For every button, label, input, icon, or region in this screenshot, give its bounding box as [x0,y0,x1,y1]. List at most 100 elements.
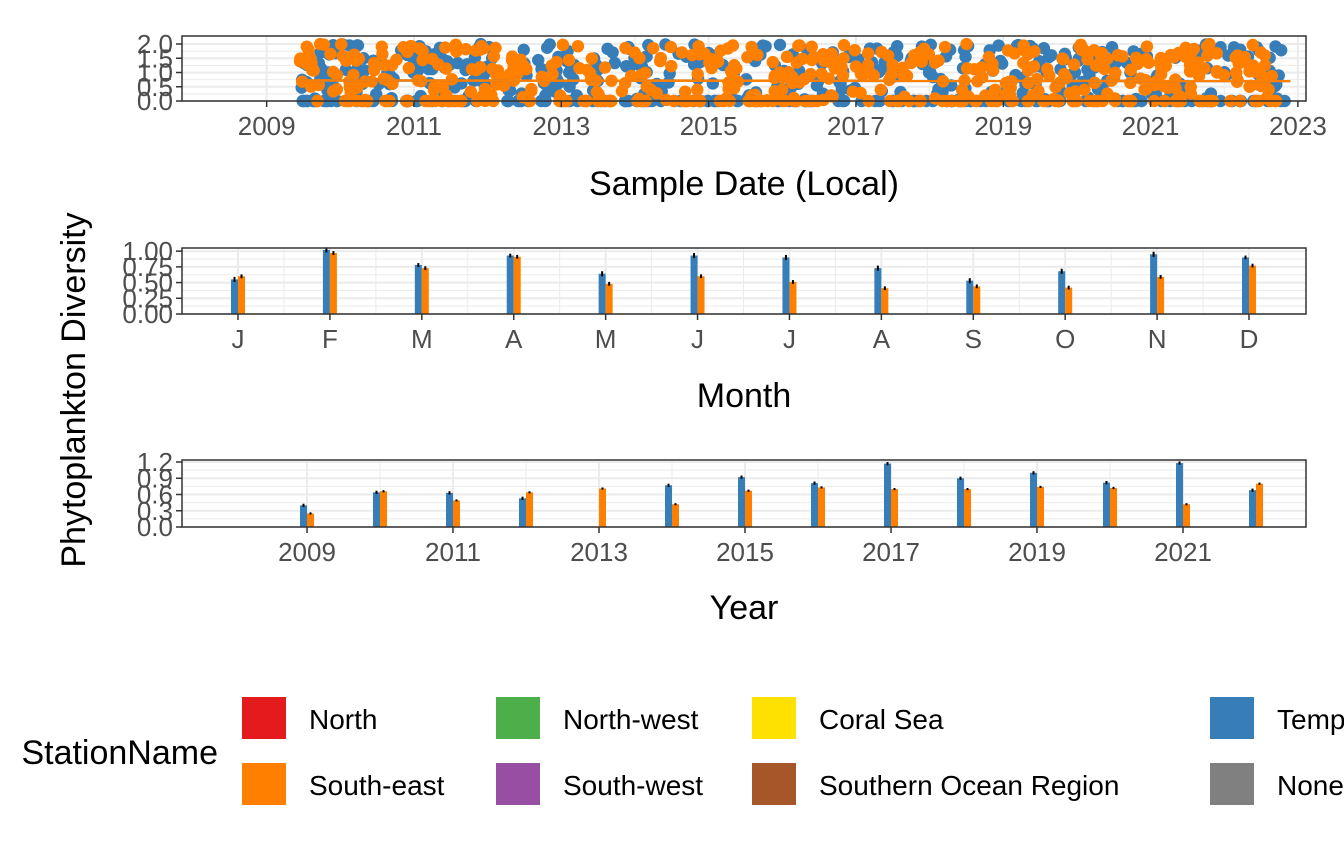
sample-point [854,86,867,100]
sample-point [730,62,743,75]
sample-point [1027,60,1041,73]
legend-key [496,763,540,805]
year-bar [1030,472,1037,527]
sample-point [780,50,794,64]
year-bar [884,463,891,527]
year-bar [599,488,606,527]
y-tick-label: 0.5 [137,72,173,102]
year-bar [446,492,453,527]
sample-point [805,40,818,53]
sample-point [775,83,789,97]
month-bar [329,253,337,314]
legend-key [496,697,540,739]
year-bar [307,513,314,527]
sample-point [1124,76,1137,90]
sample-point [390,53,403,66]
month-bar [881,288,889,314]
x-tick-label: 2009 [278,537,336,567]
sample-point [1203,37,1216,51]
sample-point [506,50,519,63]
diversity-by-year-panel: 0.00.30.60.91.2 2009 2011 2013 2015 2017 2019 2… [137,447,1307,627]
sample-point [469,44,483,57]
x-tick-label: 2023 [1269,111,1327,141]
sample-point [1210,47,1223,60]
x-tick-label: A [873,324,891,354]
sample-point [1057,53,1070,66]
y-axis-title: Phytoplankton Diversity [55,212,93,567]
legend-label: None [1277,770,1344,801]
month-bar [322,249,330,314]
sample-point [678,85,692,98]
year-bar [380,491,387,527]
sample-point [1101,87,1114,100]
year-frame [181,459,1307,528]
date-frame [181,35,1307,102]
sample-point [705,61,718,75]
sample-point [449,38,462,52]
sample-point [741,50,754,64]
year-bar [373,492,380,527]
sample-point [900,69,914,83]
month-bar [789,281,797,314]
sample-point [891,40,904,53]
sample-point [745,40,758,54]
sample-point [619,41,632,55]
trend-line [299,79,1291,83]
sample-point [653,54,667,68]
sample-point [721,42,735,55]
month-bar [421,268,429,314]
y-tick-label: 0.50 [122,268,173,298]
sample-point [968,62,981,76]
sample-point [1088,76,1101,90]
sample-point [317,38,331,51]
sample-point [687,58,701,71]
y-tick-label: 0.25 [122,283,173,313]
y-tick-label: 2.0 [137,29,173,59]
x-tick-label: M [411,324,433,354]
sample-point [988,83,1002,96]
month-bar [605,283,613,314]
x-tick-label: 2019 [1008,537,1066,567]
year-bar [957,478,964,527]
sample-point [960,37,973,51]
month-bar [697,276,705,314]
x-tick-label: 2015 [680,111,738,141]
legend-label: Coral Sea [819,704,944,735]
legend-key [752,697,796,739]
sample-point [807,50,821,64]
sample-point [1129,51,1143,64]
x-axis-title: Month [697,377,792,415]
x-tick-label: O [1055,324,1075,354]
year-bar [1256,483,1263,527]
y-tick-label: 0.75 [122,252,173,282]
sample-point [766,55,779,69]
year-bar [811,483,818,527]
sample-point [405,40,419,53]
sample-point [662,76,675,89]
year-bar [1103,482,1110,527]
sample-point [1262,83,1275,96]
sample-point [1067,58,1081,71]
month-bar [1058,271,1066,314]
sample-point [556,38,570,52]
y-tick-label: 0.0 [137,512,173,542]
legend-label: Southern Ocean Region [819,770,1119,801]
sample-point [675,46,689,59]
sample-point [1201,49,1214,62]
x-tick-label: 2013 [532,111,590,141]
year-bar [818,487,825,527]
y-tick-label: 0.0 [137,86,173,116]
sample-point [886,62,900,75]
sample-point [1045,49,1058,62]
sample-point [339,54,353,68]
sample-point [824,56,838,69]
sample-point [352,52,366,65]
sample-point [302,43,315,57]
legend: StationName North North-west Coral Sea Temp… [21,697,1344,805]
sample-point [849,60,863,73]
sample-point [756,39,770,52]
month-frame [181,247,1307,315]
x-tick-label: 2017 [827,111,885,141]
sample-point [848,44,861,57]
